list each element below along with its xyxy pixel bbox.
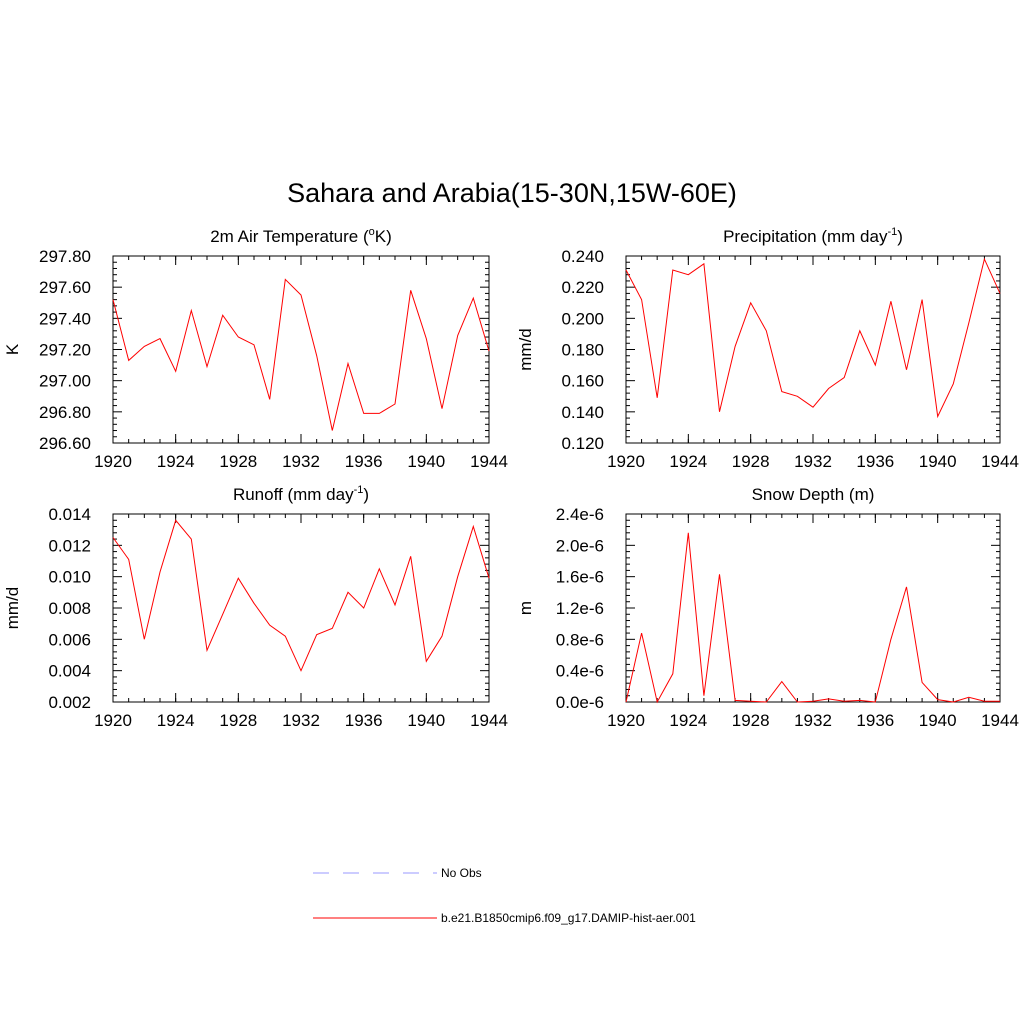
y-tick-label: 297.80 xyxy=(39,247,91,266)
y-tick-label: 297.40 xyxy=(39,309,91,328)
series-line xyxy=(112,278,490,431)
x-tick-label: 1924 xyxy=(669,711,707,730)
x-tick-label: 1940 xyxy=(919,711,957,730)
x-tick-label: 1920 xyxy=(94,711,132,730)
x-tick-label: 1932 xyxy=(794,452,832,471)
x-tick-label: 1928 xyxy=(219,711,257,730)
x-tick-label: 1944 xyxy=(981,711,1019,730)
x-tick-label: 1944 xyxy=(470,452,508,471)
x-tick-label: 1920 xyxy=(94,452,132,471)
panel-title: Snow Depth (m) xyxy=(752,485,875,504)
x-tick-label: 1924 xyxy=(669,452,707,471)
x-tick-label: 1936 xyxy=(345,452,383,471)
panel-title-end: ) xyxy=(363,485,369,504)
legend: No Obs b.e21.B1850cmip6.f09_g17.DAMIP-his… xyxy=(313,866,696,925)
x-tick-label: 1944 xyxy=(470,711,508,730)
y-tick-label: 0.240 xyxy=(561,247,604,266)
y-tick-label: 0.120 xyxy=(561,434,604,453)
plot-frame xyxy=(625,513,1001,703)
y-tick-label: 0.012 xyxy=(48,536,91,555)
panel-title: Precipitation (mm day-1) xyxy=(723,226,903,246)
x-tick-label: 1924 xyxy=(157,452,195,471)
panel-title-end: K) xyxy=(375,227,392,246)
x-tick-label: 1932 xyxy=(282,711,320,730)
y-tick-label: 0.002 xyxy=(48,693,91,712)
series-line xyxy=(112,519,490,672)
panel-title-end: ) xyxy=(897,227,903,246)
panel-title-superscript: -1 xyxy=(354,484,364,496)
x-tick-label: 1924 xyxy=(157,711,195,730)
panel-title-superscript: -1 xyxy=(887,226,897,238)
y-tick-label: 0.8e-6 xyxy=(556,630,604,649)
panel-1: 1920 1924 1928 1932 1936 1940 1944 296.60 296.80… xyxy=(3,226,508,471)
series-line xyxy=(625,257,1001,419)
y-tick-label: 0.160 xyxy=(561,372,604,391)
y-axis-label: mm/d xyxy=(3,587,22,630)
y-tick-label: 0.180 xyxy=(561,341,604,360)
panel-title-main: Runoff (mm day xyxy=(233,485,354,504)
series-line xyxy=(625,532,1000,704)
x-tick-label: 1920 xyxy=(607,452,645,471)
panel-3: 1920 1924 1928 1932 1936 1940 1944 0.002 0.004 0.… xyxy=(3,484,508,730)
y-axis-label: K xyxy=(3,343,22,355)
y-tick-label: 0.008 xyxy=(48,599,91,618)
y-axis-label: m xyxy=(516,601,535,615)
panel-title-superscript: o xyxy=(369,226,375,238)
panels-group: 1920 1924 1928 1932 1936 1940 1944 296.60 296.80… xyxy=(3,226,1019,730)
y-tick-label: 0.006 xyxy=(48,630,91,649)
x-tick-label: 1928 xyxy=(732,452,770,471)
y-tick-label: 2.0e-6 xyxy=(556,536,604,555)
panel-title-main: Snow Depth (m) xyxy=(752,485,875,504)
legend-label-1: No Obs xyxy=(441,866,482,880)
y-tick-label: 296.80 xyxy=(39,403,91,422)
plot-frame xyxy=(625,255,1001,444)
y-tick-label: 297.60 xyxy=(39,278,91,297)
y-tick-label: 1.6e-6 xyxy=(556,568,604,587)
legend-label-2: b.e21.B1850cmip6.f09_g17.DAMIP-hist-aer.… xyxy=(441,911,696,925)
panel-2: 1920 1924 1928 1932 1936 1940 1944 0.120 0.140 0.… xyxy=(516,226,1019,471)
y-tick-label: 0.0e-6 xyxy=(556,693,604,712)
panel-title: 2m Air Temperature (oK) xyxy=(210,226,392,246)
y-tick-label: 297.20 xyxy=(39,341,91,360)
x-tick-label: 1920 xyxy=(607,711,645,730)
x-tick-label: 1940 xyxy=(407,452,445,471)
panel-title: Runoff (mm day-1) xyxy=(233,484,369,504)
panel-4: 1920 1924 1928 1932 1936 1940 1944 0.0e-6 0.4e-6… xyxy=(516,485,1019,730)
y-tick-label: 0.4e-6 xyxy=(556,662,604,681)
y-tick-label: 0.200 xyxy=(561,309,604,328)
x-tick-label: 1932 xyxy=(794,711,832,730)
x-tick-label: 1940 xyxy=(407,711,445,730)
x-tick-label: 1936 xyxy=(345,711,383,730)
x-tick-label: 1932 xyxy=(282,452,320,471)
x-tick-label: 1928 xyxy=(732,711,770,730)
x-tick-label: 1928 xyxy=(219,452,257,471)
x-tick-label: 1936 xyxy=(856,711,894,730)
y-tick-label: 0.004 xyxy=(48,662,91,681)
y-tick-label: 0.010 xyxy=(48,568,91,587)
panel-title-main: 2m Air Temperature ( xyxy=(210,227,369,246)
plot-frame xyxy=(112,255,490,444)
y-tick-label: 2.4e-6 xyxy=(556,505,604,524)
y-axis-label: mm/d xyxy=(516,328,535,371)
y-tick-label: 297.00 xyxy=(39,372,91,391)
y-tick-label: 0.014 xyxy=(48,505,91,524)
panel-title-main: Precipitation (mm day xyxy=(723,227,888,246)
x-tick-label: 1944 xyxy=(981,452,1019,471)
x-tick-label: 1936 xyxy=(856,452,894,471)
y-tick-label: 296.60 xyxy=(39,434,91,453)
y-tick-label: 1.2e-6 xyxy=(556,599,604,618)
y-tick-label: 0.140 xyxy=(561,403,604,422)
y-tick-label: 0.220 xyxy=(561,278,604,297)
figure-title: Sahara and Arabia(15-30N,15W-60E) xyxy=(287,178,737,208)
x-tick-label: 1940 xyxy=(919,452,957,471)
